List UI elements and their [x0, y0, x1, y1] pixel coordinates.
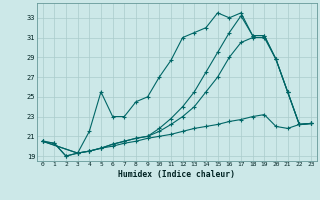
X-axis label: Humidex (Indice chaleur): Humidex (Indice chaleur)	[118, 170, 235, 179]
